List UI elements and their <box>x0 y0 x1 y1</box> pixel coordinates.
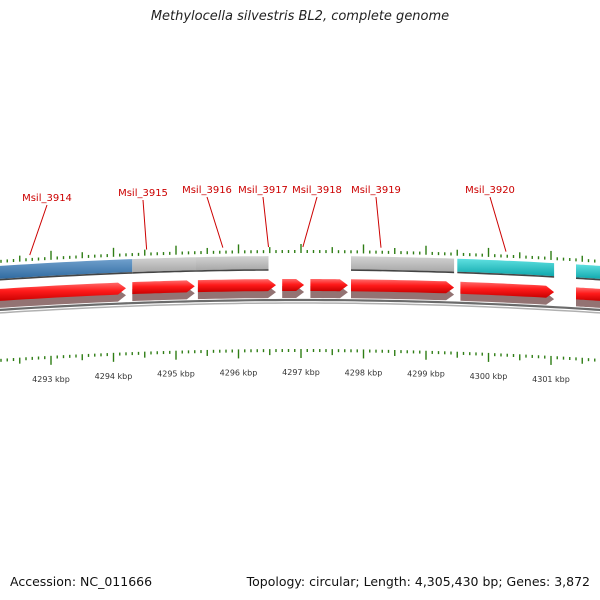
gene-labels: Msil_3914 Msil_3915 Msil_3916 Msil_3917 Msil… <box>22 185 515 256</box>
scale-label: 4295 kbp <box>157 370 195 379</box>
homology-block-underline <box>576 277 600 281</box>
homology-block-underline <box>132 270 196 274</box>
accession-label: Accession: NC_011666 <box>10 574 153 589</box>
gene-label[interactable]: Msil_3916 <box>182 185 232 196</box>
scale-label: 4297 kbp <box>282 368 320 377</box>
cds-arrow <box>197 279 276 293</box>
gene-leader-line <box>206 196 224 248</box>
top-tick-row <box>0 244 596 263</box>
cds-arrow <box>0 282 126 301</box>
gene-leader-line <box>142 199 148 250</box>
cds-arrow <box>282 279 305 291</box>
scale-label: 4301 kbp <box>532 375 570 384</box>
gene-leader-line <box>302 196 318 248</box>
gene-label[interactable]: Msil_3917 <box>238 185 288 196</box>
cds-track <box>0 279 600 301</box>
scale-label: 4298 kbp <box>345 368 383 377</box>
homology-block-underline <box>457 271 555 278</box>
homology-block-underline <box>196 269 269 272</box>
map-title: Methylocella silvestris BL2, complete ge… <box>150 9 450 24</box>
cds-arrow <box>132 280 195 295</box>
gene-leader-line <box>262 196 269 248</box>
gene-leader-line <box>29 204 48 256</box>
gene-label[interactable]: Msil_3918 <box>292 185 342 196</box>
gene-label[interactable]: Msil_3919 <box>351 185 401 196</box>
homology-block <box>196 256 269 271</box>
scale-ruler: 4293 kbp 4294 kbp 4295 kbp 4296 kbp 4297 kbp… <box>0 349 596 384</box>
genome-backbone <box>0 298 600 314</box>
homology-track <box>0 256 600 281</box>
scale-label: 4300 kbp <box>470 372 508 381</box>
gene-leader-line <box>375 196 382 248</box>
gene-label[interactable]: Msil_3915 <box>118 188 168 199</box>
homology-block <box>351 256 455 272</box>
gene-leader-line <box>489 196 507 252</box>
homology-block-underline <box>0 272 133 281</box>
gene-label[interactable]: Msil_3914 <box>22 193 72 204</box>
homology-block <box>132 257 196 273</box>
gene-label[interactable]: Msil_3920 <box>465 185 515 196</box>
scale-label: 4293 kbp <box>32 375 70 384</box>
cds-arrow <box>310 279 348 292</box>
scale-label: 4299 kbp <box>407 370 445 379</box>
scale-label: 4296 kbp <box>220 368 258 377</box>
cds-arrow <box>351 279 455 294</box>
homology-block-underline <box>351 269 455 274</box>
cds-arrow <box>576 287 600 301</box>
homology-block <box>576 264 600 279</box>
cds-arrow <box>460 281 555 298</box>
homology-block <box>0 259 133 279</box>
backbone-line <box>0 298 600 312</box>
genome-summary: Topology: circular; Length: 4,305,430 bp… <box>246 574 590 589</box>
backbone-shadow <box>0 302 600 314</box>
homology-block <box>457 258 555 277</box>
scale-label: 4294 kbp <box>95 372 133 381</box>
